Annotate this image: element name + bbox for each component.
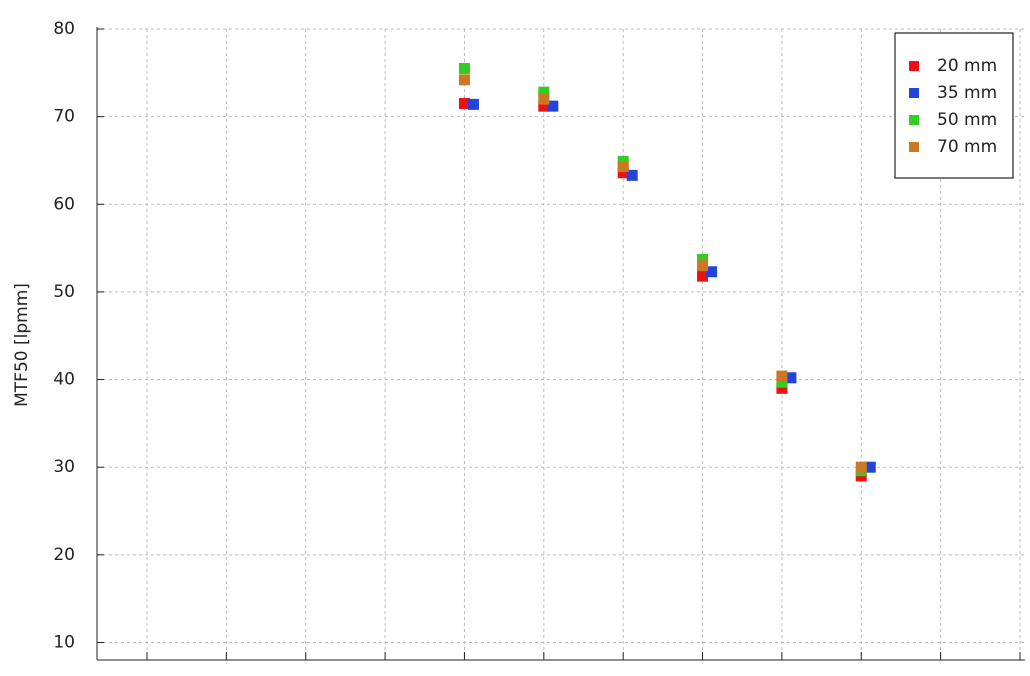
legend-label: 20 mm (937, 56, 997, 76)
point (776, 376, 788, 388)
point (855, 461, 867, 473)
point (697, 270, 709, 282)
legend-swatch (909, 88, 919, 98)
y-tick-label: 70 (53, 107, 75, 127)
point (626, 169, 638, 181)
point (538, 100, 550, 112)
point (617, 167, 629, 179)
point (697, 253, 709, 265)
legend-swatch (909, 61, 919, 71)
point (538, 93, 550, 105)
point (776, 370, 788, 382)
y-tick-label: 40 (53, 370, 75, 390)
point (785, 372, 797, 384)
point (458, 97, 470, 109)
legend-label: 50 mm (937, 110, 997, 130)
point (547, 100, 559, 112)
point (467, 98, 479, 110)
legend-label: 35 mm (937, 83, 997, 103)
point (458, 62, 470, 74)
point (538, 86, 550, 98)
y-tick-label: 10 (53, 632, 75, 652)
y-tick-label: 20 (53, 545, 75, 565)
legend-label: 70 mm (937, 137, 997, 157)
point (776, 382, 788, 394)
point (697, 260, 709, 272)
y-axis-label: MTF50 [lpmm] (12, 283, 32, 407)
y-tick-label: 60 (53, 194, 75, 214)
point (617, 161, 629, 173)
legend-swatch (909, 115, 919, 125)
legend-box (894, 32, 1014, 179)
legend-swatch (909, 142, 919, 152)
y-tick-label: 50 (53, 282, 75, 302)
point (706, 266, 718, 278)
y-tick-label: 80 (53, 19, 75, 39)
y-tick-label: 30 (53, 457, 75, 477)
point (458, 74, 470, 86)
point (864, 461, 876, 473)
